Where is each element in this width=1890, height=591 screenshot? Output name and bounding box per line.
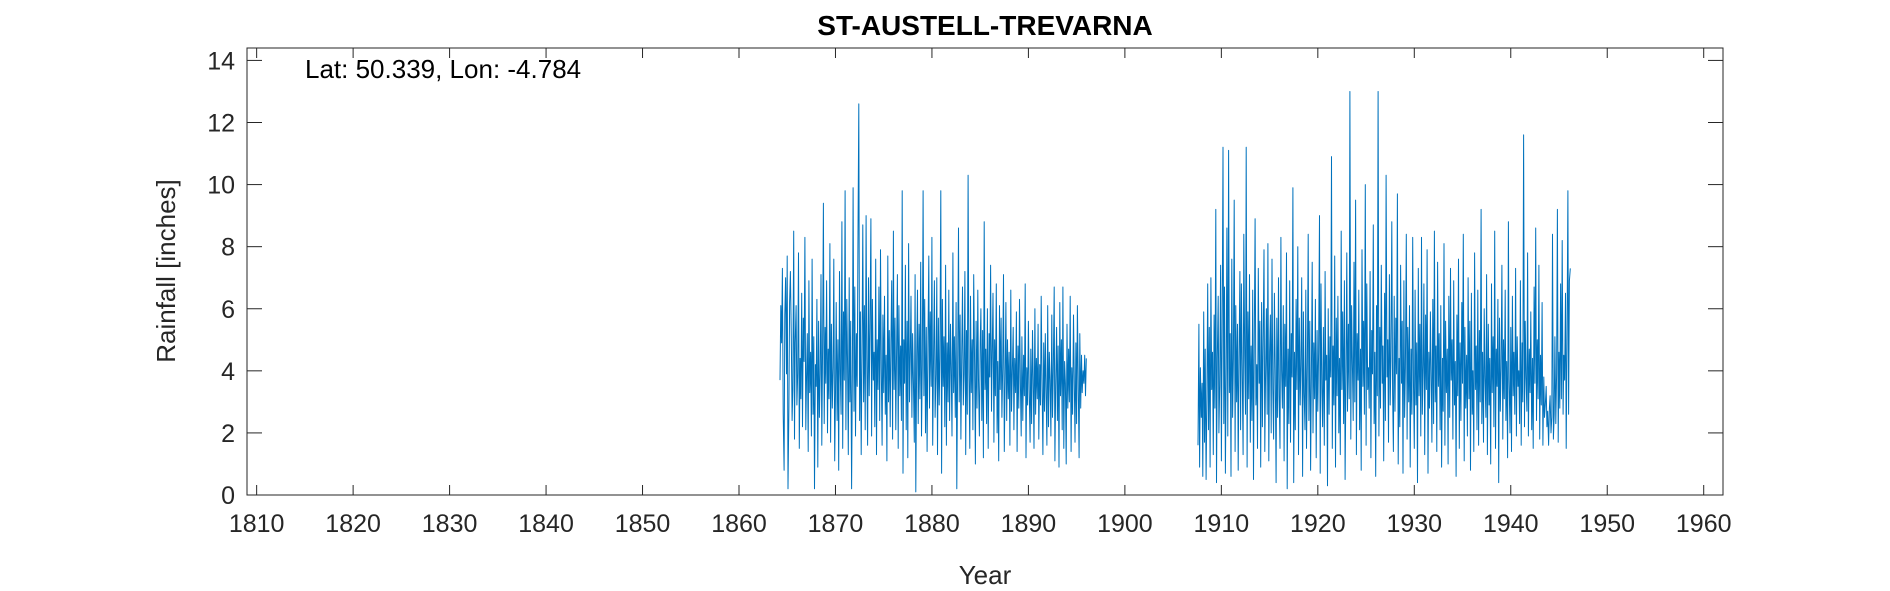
x-tick-label: 1900 bbox=[1097, 510, 1153, 538]
x-tick-label: 1850 bbox=[615, 510, 671, 538]
x-tick-label: 1820 bbox=[325, 510, 381, 538]
x-tick-label: 1880 bbox=[904, 510, 960, 538]
x-tick-label: 1860 bbox=[711, 510, 767, 538]
x-tick-label: 1870 bbox=[808, 510, 864, 538]
y-tick-label: 6 bbox=[221, 296, 235, 324]
x-tick-label: 1950 bbox=[1579, 510, 1635, 538]
y-tick-label: 10 bbox=[207, 172, 235, 200]
rainfall-series-segment-1 bbox=[779, 103, 1087, 493]
x-tick-label: 1960 bbox=[1676, 510, 1732, 538]
y-tick-label: 12 bbox=[207, 110, 235, 138]
y-tick-label: 4 bbox=[221, 358, 235, 386]
x-tick-label: 1930 bbox=[1386, 510, 1442, 538]
y-tick-label: 14 bbox=[207, 47, 235, 75]
x-tick-label: 1890 bbox=[1001, 510, 1057, 538]
y-tick-label: 0 bbox=[221, 482, 235, 510]
y-tick-label: 2 bbox=[221, 420, 235, 448]
x-tick-label: 1910 bbox=[1194, 510, 1250, 538]
location-annotation: Lat: 50.339, Lon: -4.784 bbox=[305, 54, 581, 84]
rainfall-series-segment-2 bbox=[1197, 91, 1571, 490]
data-layer bbox=[779, 91, 1571, 493]
y-tick-label: 8 bbox=[221, 234, 235, 262]
ticks-layer: 1810 1820 1830 1840 1850 1860 1870 1880 1890 1900… bbox=[207, 47, 1731, 538]
chart-title: ST-AUSTELL-TREVARNA bbox=[817, 10, 1152, 41]
x-tick-label: 1920 bbox=[1290, 510, 1346, 538]
x-tick-label: 1810 bbox=[229, 510, 285, 538]
x-tick-label: 1830 bbox=[422, 510, 478, 538]
x-tick-label: 1940 bbox=[1483, 510, 1539, 538]
x-axis-label: Year bbox=[959, 560, 1012, 590]
y-axis-label: Rainfall [inches] bbox=[151, 179, 181, 363]
x-tick-label: 1840 bbox=[518, 510, 574, 538]
